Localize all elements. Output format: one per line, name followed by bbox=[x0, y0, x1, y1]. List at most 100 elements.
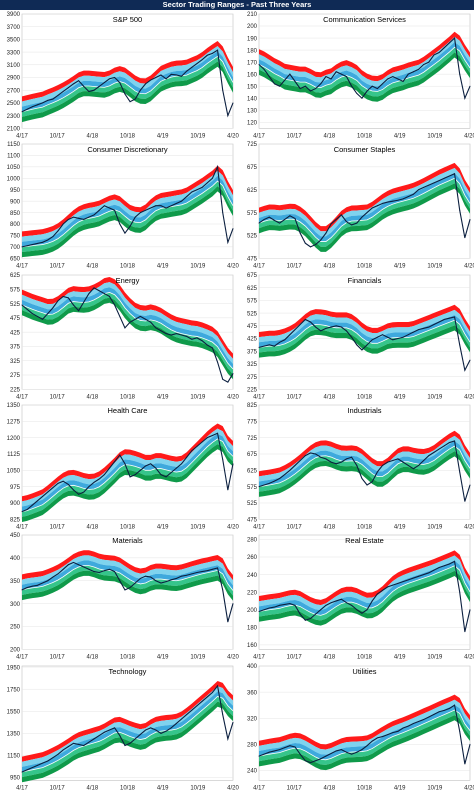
price-point bbox=[361, 612, 363, 614]
price-point bbox=[325, 755, 327, 757]
price-point bbox=[124, 463, 126, 465]
y-tick-label: 1350 bbox=[7, 403, 21, 409]
chart-panel: 240 280 320 360 400 4/17 10/17 4/18 10/18 4/19 10/… bbox=[237, 662, 474, 792]
price-point bbox=[304, 243, 306, 244]
band-overbought-extreme bbox=[259, 430, 470, 477]
y-tick-label: 260 bbox=[247, 555, 258, 561]
y-tick-label: 360 bbox=[247, 690, 258, 696]
band-oversold bbox=[22, 443, 233, 522]
figure-title: Sector Trading Ranges - Past Three Years bbox=[0, 0, 474, 10]
price-point bbox=[21, 589, 23, 591]
y-tick-label: 950 bbox=[10, 775, 21, 781]
price-point bbox=[227, 737, 229, 739]
chart-title: Energy bbox=[116, 276, 140, 285]
price-point bbox=[448, 563, 450, 565]
plot-frame bbox=[258, 143, 471, 259]
price-point bbox=[387, 733, 389, 735]
price-point bbox=[382, 333, 383, 335]
price-point bbox=[448, 42, 450, 44]
moving-average-line bbox=[258, 319, 471, 348]
band-overbought bbox=[259, 309, 470, 342]
price-point bbox=[402, 461, 404, 463]
price-point bbox=[109, 78, 110, 80]
price-point bbox=[186, 196, 188, 198]
price-point bbox=[21, 246, 23, 248]
price-point bbox=[201, 441, 203, 443]
price-point bbox=[211, 569, 213, 570]
x-tick-label: 4/17 bbox=[16, 264, 28, 270]
price-point bbox=[320, 757, 322, 759]
chart-panel: 475 525 575 625 675 725 775 825 4/17 10/17 4/18 10/… bbox=[237, 401, 474, 531]
price-point bbox=[459, 73, 461, 75]
price-point bbox=[160, 329, 162, 331]
price-point bbox=[351, 605, 353, 606]
price-point bbox=[52, 576, 54, 578]
price-point bbox=[201, 339, 203, 341]
chart-panel: 225 275 325 375 425 475 525 575 625 675 4/17 10/17 4… bbox=[237, 271, 474, 401]
price-point bbox=[36, 764, 38, 766]
price-point bbox=[325, 327, 327, 329]
x-tick-label: 10/19 bbox=[427, 394, 443, 400]
y-tick-label: 160 bbox=[247, 643, 258, 649]
price-point bbox=[103, 82, 105, 84]
x-tick-label: 4/18 bbox=[87, 785, 99, 791]
price-point bbox=[103, 731, 105, 733]
price-point bbox=[299, 459, 301, 461]
price-point bbox=[155, 729, 157, 731]
price-point bbox=[57, 573, 59, 575]
price-point bbox=[310, 321, 311, 323]
price-point bbox=[263, 345, 265, 347]
price-point bbox=[356, 609, 358, 611]
price-point bbox=[170, 73, 172, 75]
x-tick-label: 4/19 bbox=[394, 394, 406, 400]
price-point bbox=[315, 244, 317, 246]
price-point bbox=[433, 451, 435, 453]
band-upper-neutral bbox=[259, 560, 470, 616]
y-tick-label: 400 bbox=[10, 556, 21, 562]
price-point bbox=[428, 184, 430, 186]
price-point bbox=[423, 718, 425, 720]
price-point bbox=[98, 572, 100, 574]
price-point bbox=[340, 73, 342, 75]
y-tick-label: 280 bbox=[247, 538, 258, 544]
price-point bbox=[114, 571, 116, 573]
price-point bbox=[423, 459, 425, 461]
price-point bbox=[103, 205, 105, 207]
price-point bbox=[438, 180, 440, 182]
price-point bbox=[47, 239, 49, 241]
y-tick-label: 375 bbox=[247, 349, 258, 355]
price-point bbox=[181, 575, 182, 577]
y-tick-label: 625 bbox=[247, 468, 258, 474]
price-point bbox=[222, 458, 224, 460]
price-point bbox=[310, 90, 311, 92]
price-point bbox=[160, 732, 162, 734]
x-tick-label: 10/19 bbox=[427, 264, 443, 270]
price-point bbox=[119, 223, 121, 225]
price-line bbox=[21, 165, 234, 248]
price-point bbox=[103, 292, 105, 294]
price-point bbox=[155, 205, 157, 207]
price-point bbox=[222, 589, 224, 591]
price-point bbox=[376, 336, 378, 338]
chart-title: Technology bbox=[109, 666, 147, 675]
price-point bbox=[289, 744, 291, 746]
price-point bbox=[433, 182, 435, 184]
price-point bbox=[397, 730, 399, 732]
y-tick-label: 3900 bbox=[7, 12, 21, 18]
price-point bbox=[371, 338, 373, 340]
price-point bbox=[330, 602, 332, 604]
price-point bbox=[217, 567, 219, 569]
price-point bbox=[402, 336, 404, 338]
y-tick-label: 425 bbox=[10, 330, 21, 336]
x-tick-label: 10/19 bbox=[427, 133, 443, 139]
price-point bbox=[62, 223, 64, 225]
price-point bbox=[469, 484, 471, 486]
x-tick-label: 4/17 bbox=[253, 133, 265, 139]
price-point bbox=[165, 476, 167, 478]
price-point bbox=[469, 743, 471, 745]
price-line bbox=[258, 173, 471, 248]
price-point bbox=[454, 704, 456, 706]
price-point bbox=[428, 326, 430, 328]
price-point bbox=[227, 242, 229, 244]
price-point bbox=[83, 744, 85, 746]
